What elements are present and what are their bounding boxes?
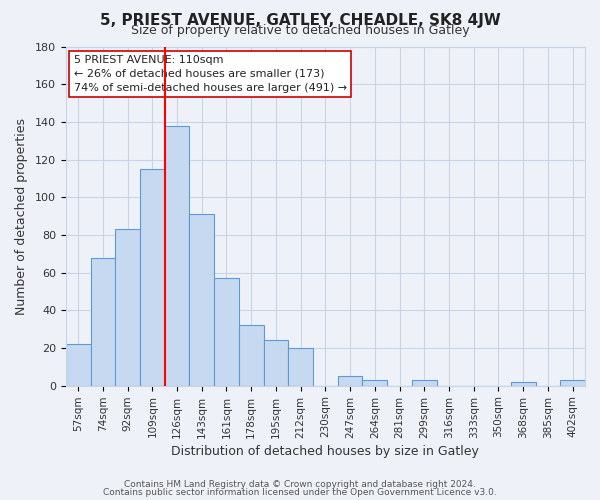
Text: Contains HM Land Registry data © Crown copyright and database right 2024.: Contains HM Land Registry data © Crown c… xyxy=(124,480,476,489)
Bar xyxy=(338,376,362,386)
Bar xyxy=(115,230,140,386)
Y-axis label: Number of detached properties: Number of detached properties xyxy=(15,118,28,314)
Bar xyxy=(412,380,437,386)
Bar xyxy=(140,169,164,386)
Bar xyxy=(362,380,387,386)
X-axis label: Distribution of detached houses by size in Gatley: Distribution of detached houses by size … xyxy=(172,444,479,458)
Bar xyxy=(190,214,214,386)
Bar xyxy=(214,278,239,386)
Bar xyxy=(239,326,263,386)
Bar xyxy=(560,380,585,386)
Bar xyxy=(289,348,313,386)
Text: Contains public sector information licensed under the Open Government Licence v3: Contains public sector information licen… xyxy=(103,488,497,497)
Bar xyxy=(263,340,289,386)
Text: 5 PRIEST AVENUE: 110sqm
← 26% of detached houses are smaller (173)
74% of semi-d: 5 PRIEST AVENUE: 110sqm ← 26% of detache… xyxy=(74,55,347,93)
Bar xyxy=(66,344,91,386)
Text: Size of property relative to detached houses in Gatley: Size of property relative to detached ho… xyxy=(131,24,469,37)
Bar xyxy=(91,258,115,386)
Bar xyxy=(164,126,190,386)
Text: 5, PRIEST AVENUE, GATLEY, CHEADLE, SK8 4JW: 5, PRIEST AVENUE, GATLEY, CHEADLE, SK8 4… xyxy=(100,12,500,28)
Bar xyxy=(511,382,536,386)
